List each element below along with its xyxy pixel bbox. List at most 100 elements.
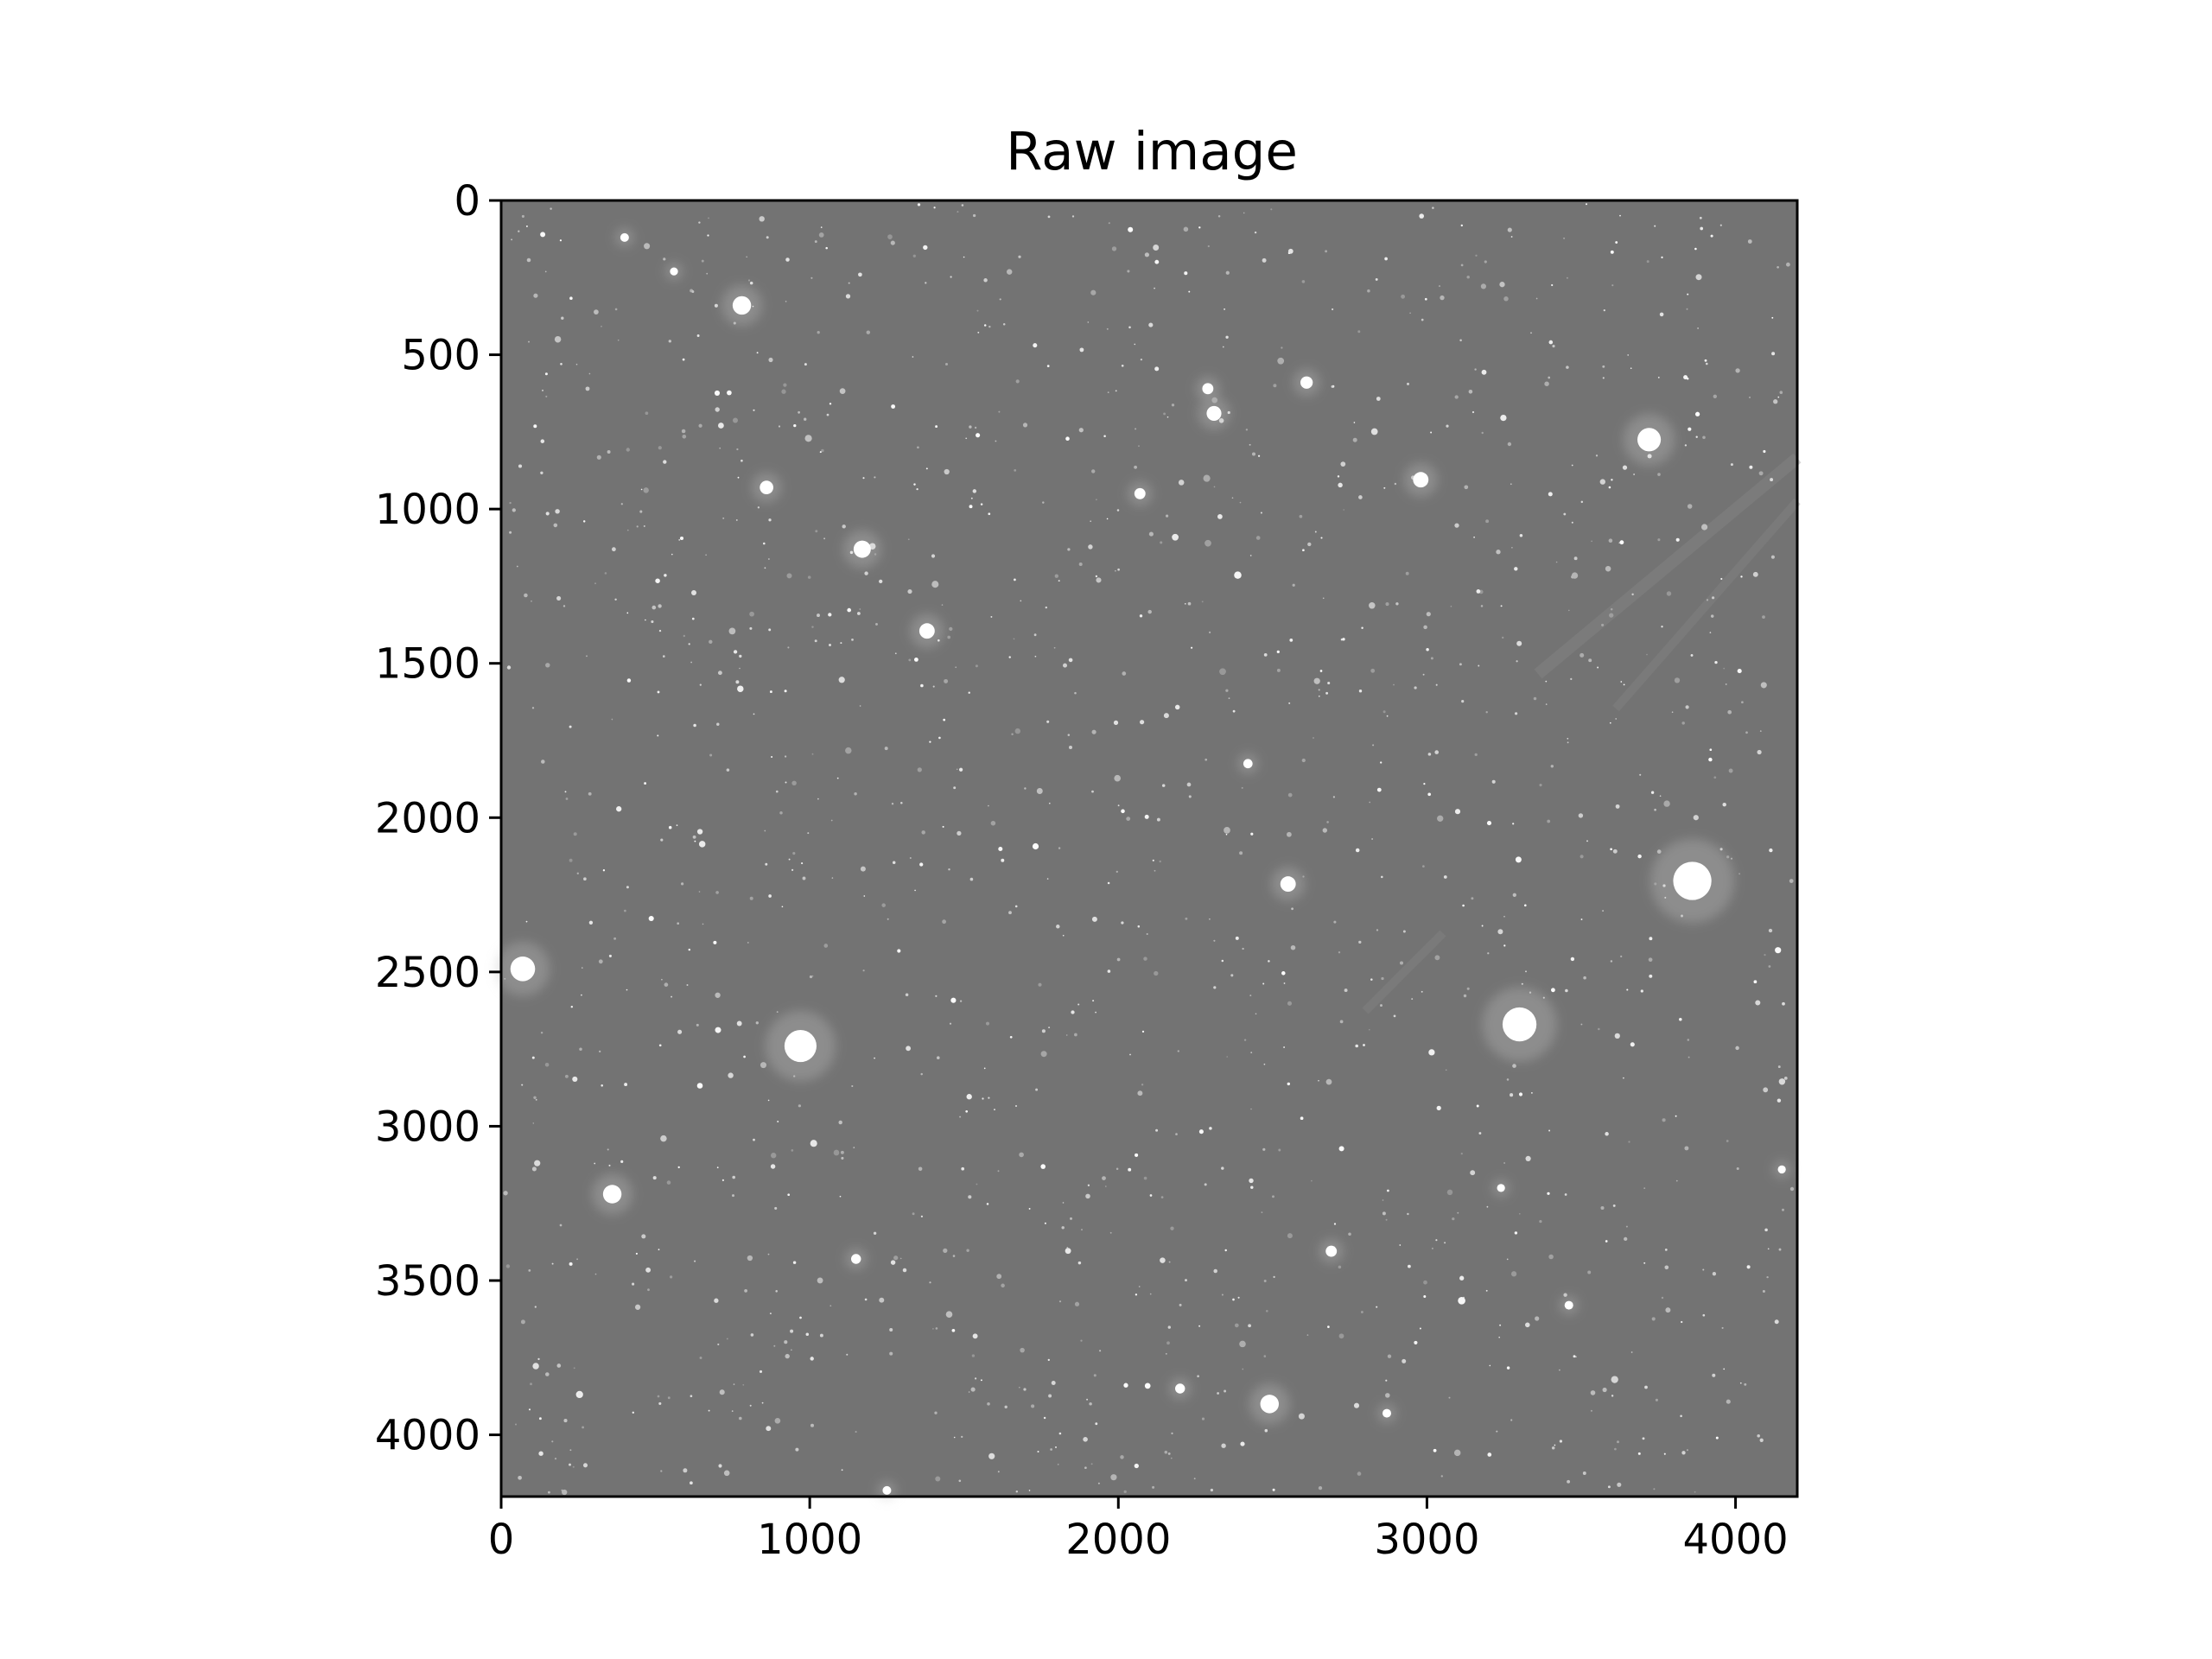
faint-source — [1712, 1373, 1716, 1377]
faint-source — [1458, 1296, 1465, 1305]
faint-source — [1454, 523, 1459, 528]
faint-source — [860, 866, 866, 872]
faint-source — [1210, 1488, 1214, 1492]
faint-source — [1159, 860, 1161, 863]
faint-source — [775, 790, 779, 793]
faint-source — [728, 1072, 734, 1078]
faint-source — [612, 547, 616, 552]
faint-source — [1570, 677, 1573, 681]
faint-source — [598, 959, 603, 964]
faint-source — [815, 530, 818, 533]
faint-source — [1222, 346, 1224, 348]
faint-source — [1633, 474, 1635, 475]
faint-source — [1762, 1289, 1765, 1294]
faint-source — [1140, 720, 1145, 725]
faint-source — [838, 677, 845, 683]
faint-source — [1503, 915, 1505, 918]
bright-source — [1175, 1383, 1185, 1394]
faint-source — [647, 1288, 650, 1292]
faint-source — [1370, 978, 1373, 981]
bright-source — [1777, 1165, 1786, 1174]
faint-source — [851, 1084, 854, 1088]
faint-source — [626, 886, 629, 889]
faint-source — [845, 747, 852, 754]
faint-source — [1518, 1212, 1521, 1215]
faint-source — [819, 1333, 823, 1338]
bright-source — [1260, 1395, 1280, 1414]
faint-source — [968, 1391, 970, 1393]
faint-source — [1499, 1324, 1502, 1326]
faint-source — [1460, 224, 1464, 227]
faint-source — [635, 1252, 638, 1255]
faint-source — [793, 423, 797, 428]
faint-source — [1580, 1023, 1583, 1026]
faint-source — [1615, 804, 1620, 809]
y-tick-label: 4000 — [375, 1412, 480, 1460]
faint-source — [1617, 1482, 1622, 1487]
faint-source — [1476, 589, 1481, 594]
faint-source — [706, 272, 709, 275]
faint-source — [1053, 646, 1056, 649]
faint-source — [688, 643, 690, 645]
faint-source — [532, 1122, 535, 1124]
faint-source — [1055, 1446, 1057, 1448]
faint-source — [1371, 838, 1373, 840]
faint-source — [620, 503, 623, 505]
faint-source — [795, 1447, 799, 1452]
faint-source — [1170, 1457, 1173, 1459]
faint-source — [1123, 1382, 1128, 1388]
faint-source — [998, 410, 1001, 413]
faint-source — [1089, 1402, 1092, 1406]
faint-source — [1144, 814, 1149, 819]
faint-source — [1327, 681, 1331, 685]
faint-source — [1188, 795, 1192, 798]
faint-source — [1448, 1396, 1451, 1399]
faint-source — [671, 995, 673, 998]
faint-source — [1656, 849, 1662, 854]
faint-source — [1516, 640, 1522, 646]
faint-source — [1475, 254, 1478, 257]
faint-source — [1747, 239, 1752, 244]
faint-source — [948, 868, 950, 871]
faint-source — [1782, 1208, 1784, 1211]
faint-source — [1083, 1437, 1088, 1442]
faint-source — [810, 1423, 815, 1427]
faint-source — [1160, 1257, 1166, 1263]
faint-source — [1587, 1270, 1592, 1274]
faint-source — [690, 1395, 693, 1398]
faint-source — [1421, 318, 1424, 321]
faint-source — [768, 518, 772, 522]
faint-source — [1301, 280, 1306, 283]
faint-source — [607, 1148, 609, 1151]
faint-source — [1127, 270, 1130, 273]
faint-source — [1727, 709, 1732, 715]
faint-source — [1721, 1326, 1724, 1329]
faint-source — [749, 626, 753, 630]
faint-source — [1533, 696, 1537, 701]
faint-source — [1170, 1226, 1174, 1230]
faint-source — [950, 276, 952, 278]
faint-source — [998, 846, 1003, 852]
faint-source — [1431, 1247, 1433, 1249]
faint-source — [999, 298, 1001, 301]
faint-source — [1074, 691, 1077, 695]
faint-source — [1665, 1307, 1671, 1313]
faint-source — [686, 984, 689, 986]
faint-source — [1343, 509, 1345, 511]
faint-source — [739, 667, 741, 670]
faint-source — [1539, 784, 1542, 787]
faint-source — [900, 801, 903, 804]
bright-source — [1502, 1007, 1537, 1042]
faint-source — [763, 542, 766, 545]
faint-source — [1319, 670, 1323, 672]
faint-source — [947, 635, 951, 639]
faint-source — [838, 1120, 842, 1125]
faint-source — [1114, 774, 1122, 782]
faint-source — [1154, 259, 1160, 264]
faint-source — [1137, 1090, 1143, 1096]
faint-source — [779, 811, 783, 815]
x-tick-label: 4000 — [1682, 1516, 1788, 1564]
faint-source — [657, 690, 660, 694]
faint-source — [1611, 1395, 1614, 1397]
faint-source — [874, 1057, 875, 1059]
